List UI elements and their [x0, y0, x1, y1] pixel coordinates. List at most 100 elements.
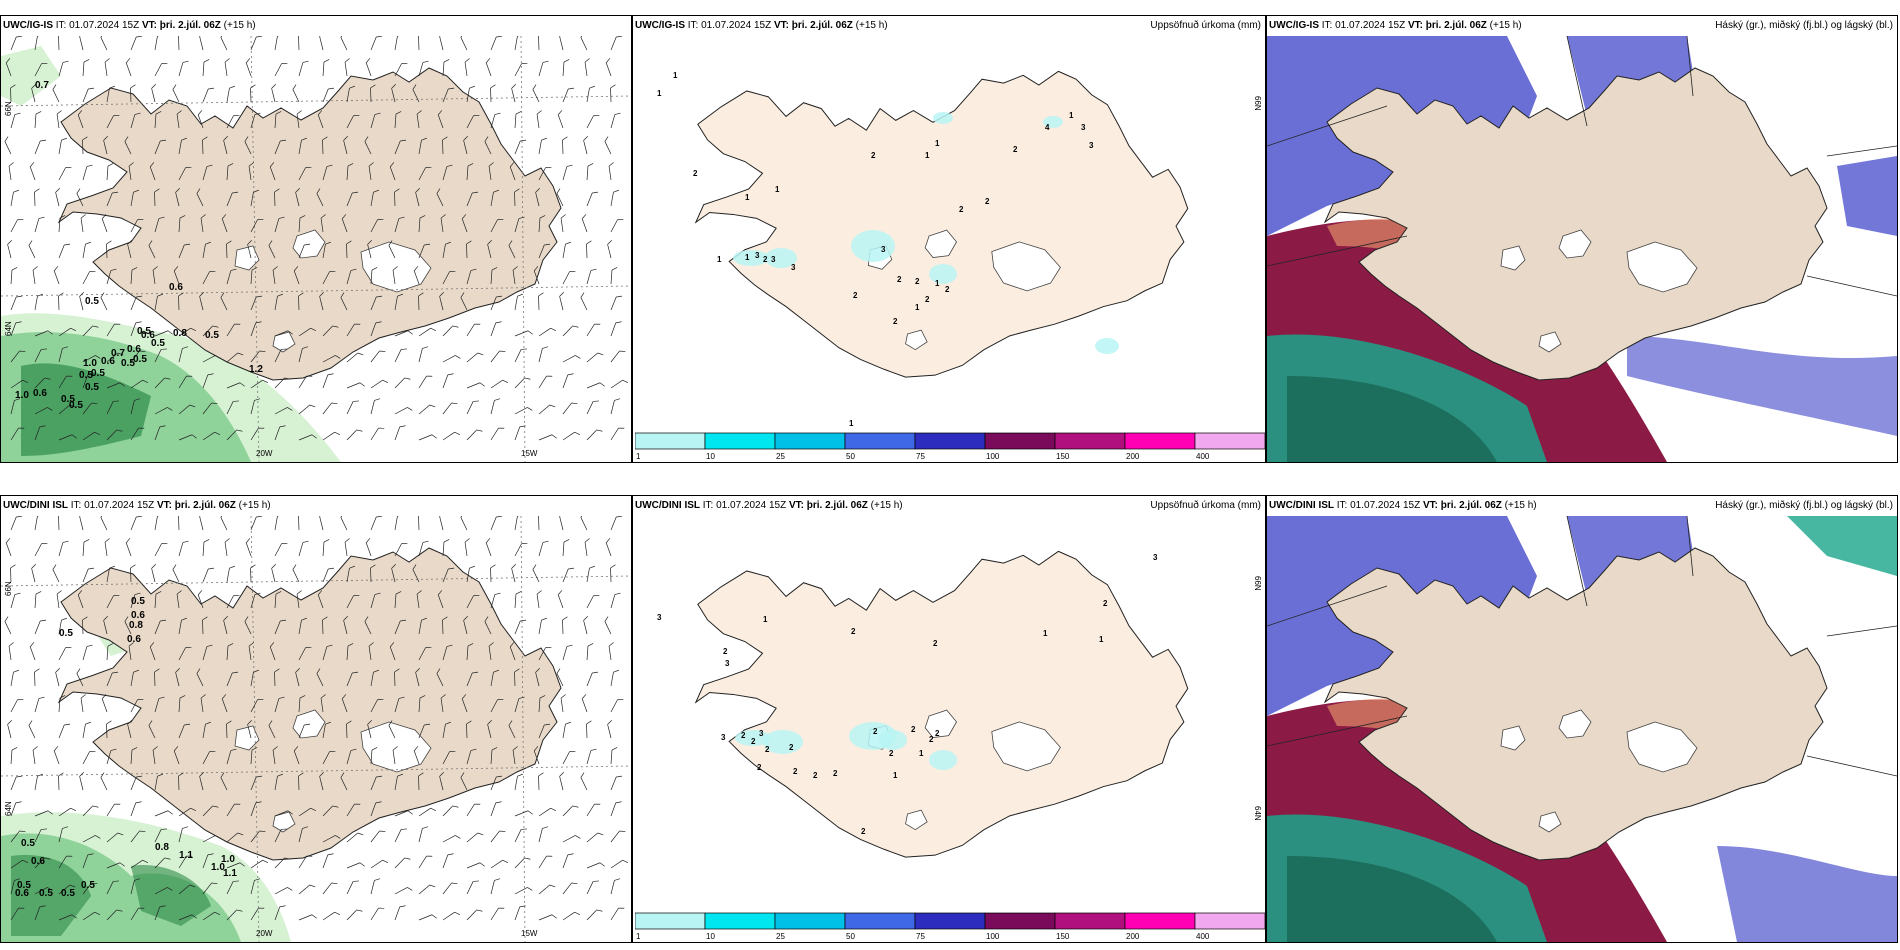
wind-barb: [394, 111, 402, 129]
wind-barb: [34, 668, 40, 687]
wind-barb: [130, 669, 140, 687]
step: (+15 h): [1504, 500, 1537, 511]
wind-barb: [151, 564, 156, 583]
glacier: [991, 241, 1061, 292]
precip-value: 3: [725, 659, 730, 668]
wind-barb: [221, 694, 228, 713]
model-name: UWC/DINI ISL: [635, 500, 700, 511]
wind-barb: [10, 592, 21, 609]
wind-barb: [394, 905, 406, 921]
wind-barb: [538, 855, 553, 869]
wind-barb: [490, 398, 501, 415]
precip-blob: [1095, 338, 1119, 354]
latitude-label: 66N: [4, 101, 13, 116]
wind-barb: [34, 905, 46, 921]
wind-barb: [610, 112, 621, 129]
precip-value: 2: [741, 731, 746, 740]
precip-value: 1: [925, 151, 930, 160]
wind-barb: [178, 346, 189, 363]
wind-barb: [82, 911, 101, 921]
wind-barb: [512, 266, 518, 285]
wind-barb: [106, 862, 125, 869]
wind-barb: [514, 62, 528, 77]
wind-barb: [320, 214, 326, 233]
wind-barb: [442, 431, 461, 441]
wind-barb: [178, 60, 189, 77]
wind-barb: [154, 828, 167, 843]
precip-value: 2: [789, 743, 794, 752]
wind-barb: [610, 747, 618, 765]
wind-barb: [394, 330, 413, 337]
wind-barb: [442, 136, 448, 155]
wind-barb: [370, 267, 378, 285]
wind-barb: [442, 616, 448, 635]
cloud-cover-value: 0.5: [85, 296, 99, 307]
wind-barb: [322, 750, 336, 765]
it-label: IT:: [1336, 500, 1348, 511]
wind-barb: [250, 830, 266, 843]
latitude-label: 66N: [4, 581, 13, 596]
glacier: [1626, 721, 1698, 773]
wind-barb: [250, 189, 260, 207]
wind-barb: [124, 616, 132, 635]
wind-barb: [10, 516, 23, 531]
wind-barb: [172, 564, 180, 583]
wind-barb: [442, 805, 459, 817]
wind-barb: [583, 616, 588, 635]
glacier: [991, 721, 1061, 772]
vt-value: þri. 2.júl. 06Z: [174, 500, 236, 511]
wind-barb: [610, 698, 624, 713]
wind-barb: [418, 375, 433, 389]
precip-areas: [733, 112, 1119, 354]
wind-barb: [562, 882, 578, 895]
wind-barb: [82, 539, 90, 557]
wind-barb: [106, 720, 112, 739]
wind-barb: [52, 84, 60, 103]
wind-barb: [31, 84, 36, 103]
wind-barb: [82, 805, 99, 817]
precip-value: 2: [911, 725, 916, 734]
model-name: UWC/DINI ISL: [3, 500, 68, 511]
wind-barb: [604, 136, 612, 155]
wind-barb: [509, 642, 516, 661]
precip-value: 3: [755, 251, 760, 260]
wind-barb: [34, 62, 48, 77]
cloud-cover-value: 1.0: [83, 358, 97, 369]
wind-barb: [322, 911, 341, 921]
panel-header: UWC/IG-IS IT: 01.07.2024 15Z VT: þri. 2.…: [1, 16, 631, 36]
wind-barb: [58, 36, 64, 51]
wind-barb: [439, 516, 444, 531]
wind-barb: [418, 723, 431, 739]
wind-barb: [370, 398, 381, 415]
wind-barb: [442, 59, 450, 77]
wind-barb: [268, 720, 276, 739]
wind-barb: [34, 407, 53, 415]
wind-barb: [583, 136, 588, 155]
wind-barb: [391, 564, 396, 583]
wind-barb: [490, 564, 496, 583]
legend-swatch: [1194, 432, 1265, 450]
wind-barb: [485, 538, 492, 557]
wind-barb: [173, 746, 180, 765]
latitude-label: 66N: [1253, 96, 1262, 111]
wind-barb: [269, 642, 276, 661]
wind-map: 0.50.80.60.50.60.50.60.50.6 0.5 0.50.50.81…: [1, 516, 631, 942]
wind-barb: [490, 321, 502, 337]
precip-blob: [879, 730, 907, 750]
wind-barb: [199, 292, 204, 311]
legend-tick: 75: [916, 932, 925, 940]
wind-barb: [485, 58, 492, 77]
wind-barb: [202, 835, 221, 843]
wind-barb: [223, 136, 228, 155]
wind-barb: [610, 669, 620, 687]
wind-barb: [79, 516, 84, 531]
wind-barb: [178, 855, 193, 869]
wind-barb: [154, 139, 167, 155]
wind-barb: [370, 36, 383, 51]
wind-barb: [106, 671, 119, 687]
legend-tick: 50: [846, 932, 855, 940]
wind-barb: [514, 542, 528, 557]
wind-barb: [586, 163, 594, 181]
cloud-cover-value: 0.5: [59, 628, 73, 639]
precip-value: 3: [771, 255, 776, 264]
